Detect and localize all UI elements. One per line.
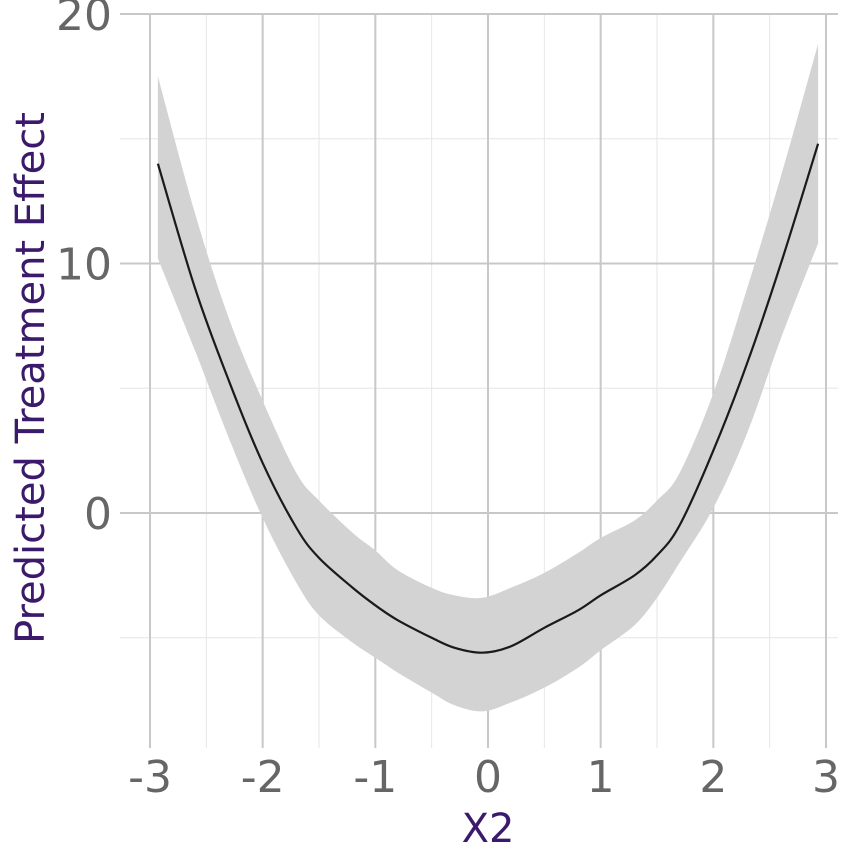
confidence-band xyxy=(157,43,819,712)
y-tick-label: 20 xyxy=(56,0,112,41)
x-axis-ticks: -3 -2 -1 0 1 2 3 xyxy=(128,752,840,803)
y-tick-label: 10 xyxy=(56,240,112,291)
plot-area xyxy=(156,43,820,712)
x-tick-label: -2 xyxy=(241,752,285,803)
x-tick-label: 2 xyxy=(699,752,727,803)
x-tick-label: 1 xyxy=(587,752,615,803)
x-tick-label: -1 xyxy=(353,752,397,803)
x-tick-label: -3 xyxy=(128,752,172,803)
y-axis-ticks: 0 10 20 xyxy=(56,0,112,540)
x-axis-title: X2 xyxy=(462,806,515,852)
y-axis-title: Predicted Treatment Effect xyxy=(8,112,54,644)
x-tick-label: 0 xyxy=(474,752,502,803)
y-tick-label: 0 xyxy=(84,489,112,540)
x-tick-label: 3 xyxy=(812,752,840,803)
predicted-effect-line xyxy=(156,143,820,654)
